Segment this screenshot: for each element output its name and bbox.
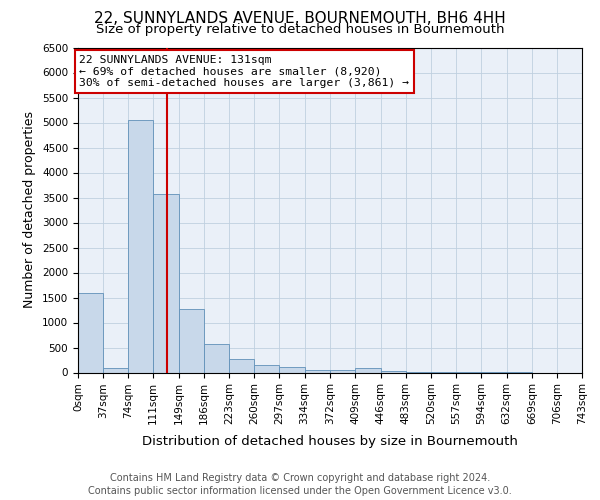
- Bar: [254, 365, 280, 372]
- Bar: [331, 370, 355, 372]
- X-axis label: Distribution of detached houses by size in Bournemouth: Distribution of detached houses by size …: [142, 436, 518, 448]
- Text: Size of property relative to detached houses in Bournemouth: Size of property relative to detached ho…: [96, 22, 504, 36]
- Text: Contains HM Land Registry data © Crown copyright and database right 2024.
Contai: Contains HM Land Registry data © Crown c…: [88, 473, 512, 496]
- Text: 22, SUNNYLANDS AVENUE, BOURNEMOUTH, BH6 4HH: 22, SUNNYLANDS AVENUE, BOURNEMOUTH, BH6 …: [94, 11, 506, 26]
- Bar: [128, 120, 153, 372]
- Bar: [204, 344, 229, 372]
- Bar: [280, 367, 305, 372]
- Text: 22 SUNNYLANDS AVENUE: 131sqm
← 69% of detached houses are smaller (8,920)
30% of: 22 SUNNYLANDS AVENUE: 131sqm ← 69% of de…: [79, 55, 409, 88]
- Bar: [355, 368, 380, 372]
- Bar: [179, 308, 204, 372]
- Bar: [103, 368, 128, 372]
- Bar: [78, 292, 103, 372]
- Bar: [380, 371, 406, 372]
- Bar: [229, 359, 254, 372]
- Bar: [305, 370, 331, 372]
- Bar: [153, 194, 179, 372]
- Y-axis label: Number of detached properties: Number of detached properties: [23, 112, 37, 308]
